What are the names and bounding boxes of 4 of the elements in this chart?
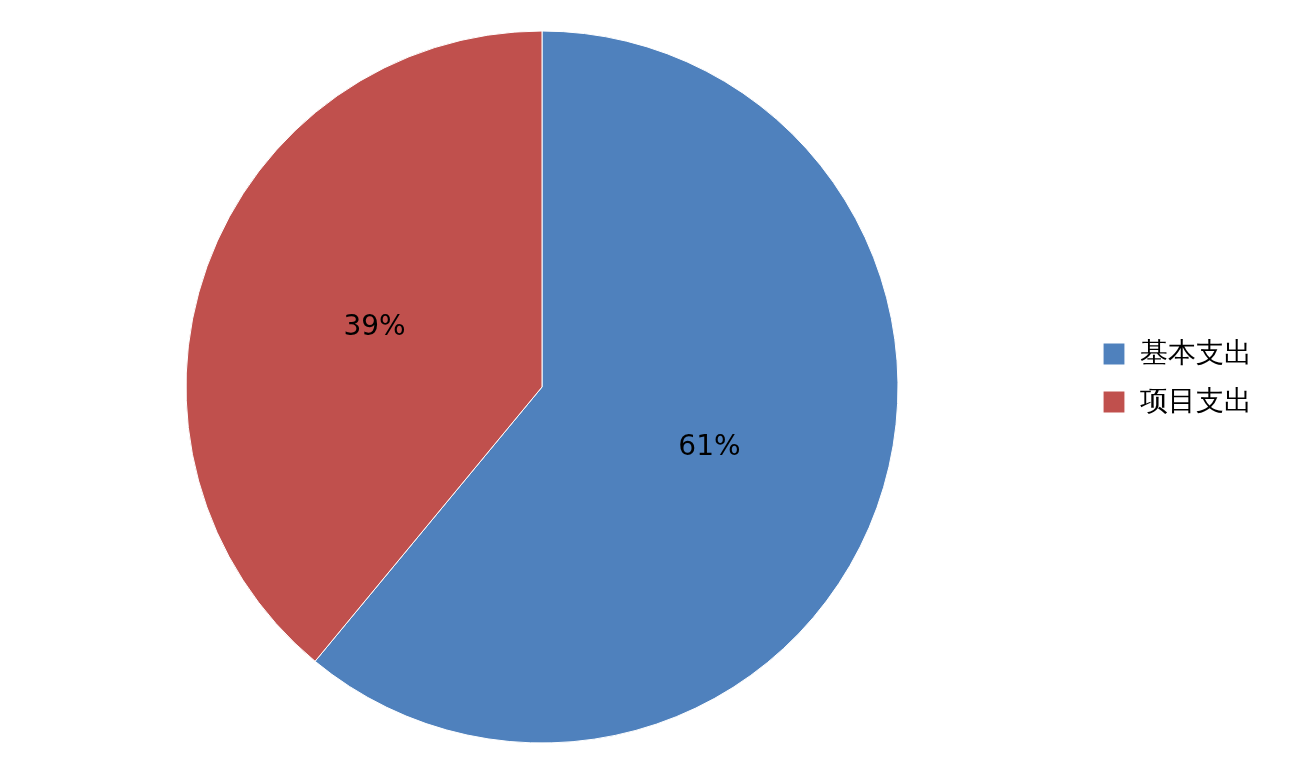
- data-label: 39%: [343, 308, 406, 342]
- legend-label: 基本支出: [1140, 336, 1252, 369]
- data-label: 61%: [678, 429, 741, 463]
- legend-label: 项目支出: [1140, 384, 1252, 417]
